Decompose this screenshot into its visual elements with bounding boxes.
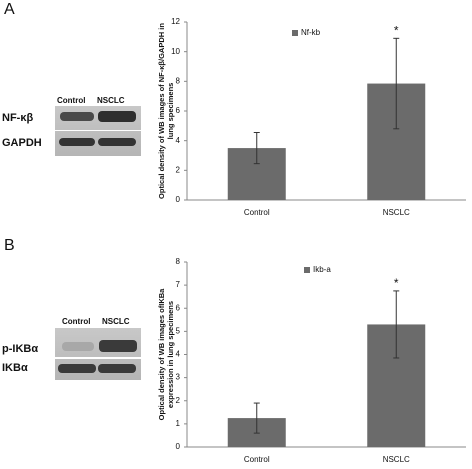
- y-tick-label: 2: [176, 165, 181, 174]
- annotation: *: [394, 23, 399, 37]
- band: [62, 342, 94, 351]
- y-tick-label: 4: [176, 136, 181, 145]
- legend-swatch: [304, 267, 310, 273]
- band: [98, 111, 136, 122]
- row-label: IKBα: [2, 362, 28, 374]
- lane-label: Control: [62, 317, 90, 326]
- y-tick-label: 12: [171, 17, 180, 26]
- annotation: *: [394, 276, 399, 290]
- band: [59, 138, 95, 146]
- x-tick-label: Control: [244, 455, 270, 464]
- band: [58, 364, 96, 373]
- lane-label: Control: [57, 96, 85, 105]
- y-tick-label: 4: [176, 350, 181, 359]
- band: [99, 340, 137, 352]
- divider: [55, 357, 141, 359]
- y-tick-label: 1: [176, 419, 181, 428]
- y-axis-label: lung specimens: [166, 83, 175, 140]
- y-tick-label: 2: [176, 396, 181, 405]
- divider: [55, 130, 141, 131]
- y-axis-label: Optical density of WB images of NF-κβ/GA…: [157, 23, 166, 199]
- y-tick-label: 8: [176, 76, 181, 85]
- legend-swatch: [292, 30, 298, 36]
- x-tick-label: NSCLC: [383, 455, 410, 464]
- panel-label: B: [4, 237, 15, 254]
- y-tick-label: 0: [176, 195, 181, 204]
- y-tick-label: 3: [176, 373, 181, 382]
- y-tick-label: 8: [176, 257, 181, 266]
- x-tick-label: NSCLC: [383, 208, 410, 217]
- band: [60, 112, 94, 121]
- legend-label: Ikb-a: [313, 265, 331, 274]
- band: [98, 138, 136, 146]
- y-tick-label: 0: [176, 442, 181, 451]
- lane-label: NSCLC: [102, 317, 130, 326]
- y-axis-label: Optical density of WB images ofIKBa: [157, 288, 166, 421]
- y-tick-label: 5: [176, 326, 181, 335]
- y-tick-label: 7: [176, 280, 181, 289]
- row-label: p-IKBα: [2, 343, 38, 355]
- panel-label: A: [4, 1, 15, 18]
- x-tick-label: Control: [244, 208, 270, 217]
- y-tick-label: 6: [176, 106, 181, 115]
- y-tick-label: 6: [176, 303, 181, 312]
- row-label: GAPDH: [2, 137, 42, 149]
- band: [98, 364, 136, 373]
- lane-label: NSCLC: [97, 96, 125, 105]
- y-axis-label: expression in lung specimens: [166, 301, 175, 408]
- row-label: NF-κβ: [2, 112, 33, 124]
- y-tick-label: 10: [171, 47, 180, 56]
- legend-label: Nf-kb: [301, 28, 321, 37]
